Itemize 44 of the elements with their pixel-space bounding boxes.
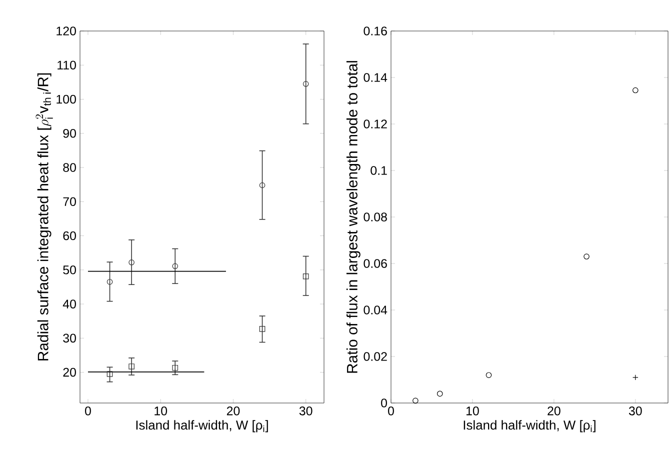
x-axis-title: Island half-width, W [ρ$_{i}$] — [136, 420, 268, 432]
point — [302, 273, 309, 280]
x-tick-label: 20 — [226, 406, 240, 416]
y-tick-label: 50 — [63, 265, 76, 274]
point — [259, 326, 266, 332]
point — [128, 364, 134, 370]
point — [632, 374, 638, 380]
point — [172, 364, 178, 371]
point — [412, 398, 418, 404]
point — [632, 87, 638, 94]
point — [259, 182, 266, 188]
x-tick-label: 30 — [628, 406, 642, 416]
point — [106, 371, 113, 377]
y-tick-label: 0.1 — [370, 166, 387, 175]
x-tick-label: 0 — [388, 406, 394, 416]
y-tick-label: 0.08 — [364, 212, 387, 222]
x-tick-label: 0 — [85, 406, 91, 416]
x-tick-label: 20 — [548, 406, 560, 416]
y-tick-label: 0.02 — [364, 352, 387, 361]
y-tick-label: 90 — [63, 128, 76, 138]
y-tick-label: 0.14 — [364, 73, 388, 82]
x-axis-title: Island half-width, W [ρ$_{i}$] — [464, 420, 596, 432]
x-tick-label: 30 — [299, 406, 312, 416]
y-tick-label: 120 — [56, 26, 76, 36]
y-tick-label: 0.16 — [364, 26, 387, 36]
y-tick-label: 0.06 — [364, 259, 387, 268]
y-tick-label: 30 — [63, 334, 76, 343]
y-tick-label: 40 — [62, 300, 76, 308]
y-tick-label: 110 — [58, 60, 76, 70]
y-tick-label: 80 — [63, 163, 76, 172]
y-tick-label: 0.04 — [364, 306, 388, 314]
y-tick-label: 0 — [381, 398, 387, 408]
y-tick-label: 20 — [63, 368, 76, 377]
point — [584, 254, 590, 260]
y-tick-label: 60 — [63, 231, 76, 240]
point — [486, 372, 492, 378]
y-tick-label: 100 — [56, 94, 76, 104]
y-tick-label: 70 — [63, 197, 76, 206]
y-tick-label: 0.12 — [364, 120, 387, 128]
point — [436, 390, 443, 397]
y-axis-title: Ratio of flux in largest wavelength mode to total — [346, 61, 360, 373]
x-tick-label: 10 — [154, 406, 168, 416]
y-axis-title: $\text{Radial surface integrated heat flux [}\rho_{\text{i}}^{2}\text{v}_{\text{th i}}\text{/R]}$ — [36, 73, 53, 360]
x-tick-label: 10 — [466, 406, 479, 416]
